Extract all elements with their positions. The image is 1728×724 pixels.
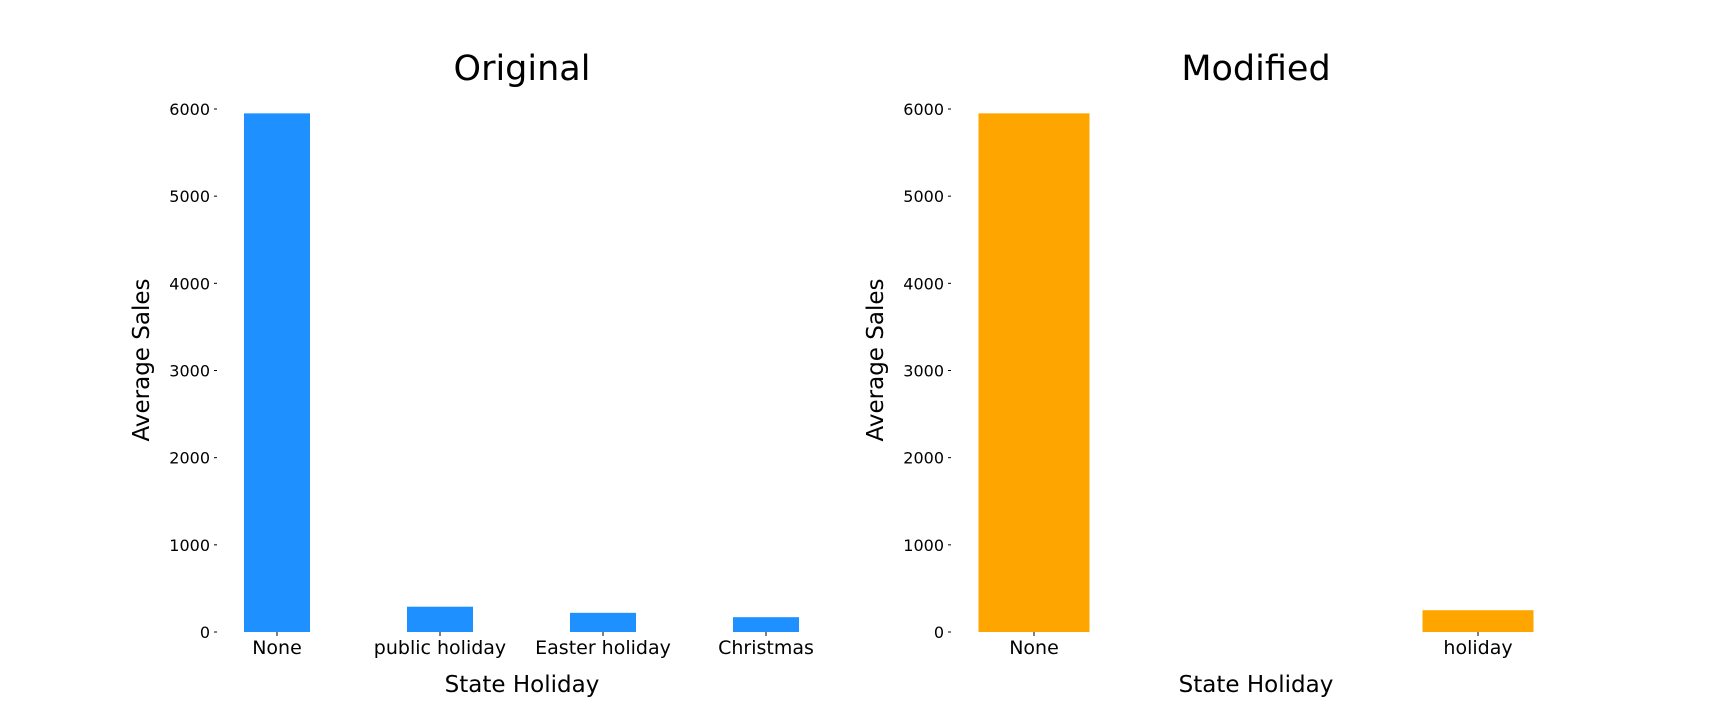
y-tick-label: 0 — [934, 623, 944, 642]
y-tick-label: 0 — [200, 623, 210, 642]
y-tick-label: 2000 — [903, 449, 944, 468]
y-tick-label: 6000 — [169, 100, 210, 119]
chart-title: Original — [454, 49, 591, 89]
bar-holiday — [1422, 610, 1534, 632]
x-tick-label: public holiday — [374, 637, 506, 659]
y-axis-label: Average Sales — [129, 279, 155, 442]
x-axis-label: State Holiday — [445, 672, 600, 698]
bar-public-holiday — [407, 606, 473, 632]
chart-original: Original Average Sales State Holiday 0 10… — [129, 49, 814, 698]
y-axis-label: Average Sales — [863, 279, 889, 442]
y-tick-label: 1000 — [903, 536, 944, 555]
bars — [244, 113, 799, 632]
x-axis-label: State Holiday — [1179, 672, 1334, 698]
y-tick-label: 1000 — [169, 536, 210, 555]
y-tick-label: 3000 — [903, 362, 944, 381]
x-tick-label: None — [1009, 637, 1059, 659]
bars — [978, 113, 1534, 632]
bar-easter-holiday — [570, 612, 636, 632]
y-tick-label: 4000 — [903, 274, 944, 293]
y-tick-label: 5000 — [903, 187, 944, 206]
x-tick-label: Christmas — [718, 637, 814, 659]
y-tick-label: 3000 — [169, 362, 210, 381]
x-axis: None public holiday Easter holiday Christma… — [252, 632, 814, 659]
y-tick-label: 5000 — [169, 187, 210, 206]
x-tick-label: None — [252, 637, 302, 659]
bar-none — [978, 113, 1090, 632]
x-tick-label: Easter holiday — [535, 637, 671, 659]
y-axis: 0 1000 2000 3000 4000 5000 6000 — [169, 100, 217, 642]
bar-none — [244, 113, 310, 632]
y-tick-label: 4000 — [169, 274, 210, 293]
y-tick-label: 6000 — [903, 100, 944, 119]
y-axis: 0 1000 2000 3000 4000 5000 6000 — [903, 100, 951, 642]
bar-christmas — [733, 617, 799, 632]
x-axis: None holiday — [1009, 632, 1513, 659]
chart-title: Modified — [1181, 49, 1330, 89]
x-tick-label: holiday — [1443, 637, 1512, 659]
y-tick-label: 2000 — [169, 449, 210, 468]
chart-modified: Modified Average Sales State Holiday 0 10… — [863, 49, 1534, 698]
